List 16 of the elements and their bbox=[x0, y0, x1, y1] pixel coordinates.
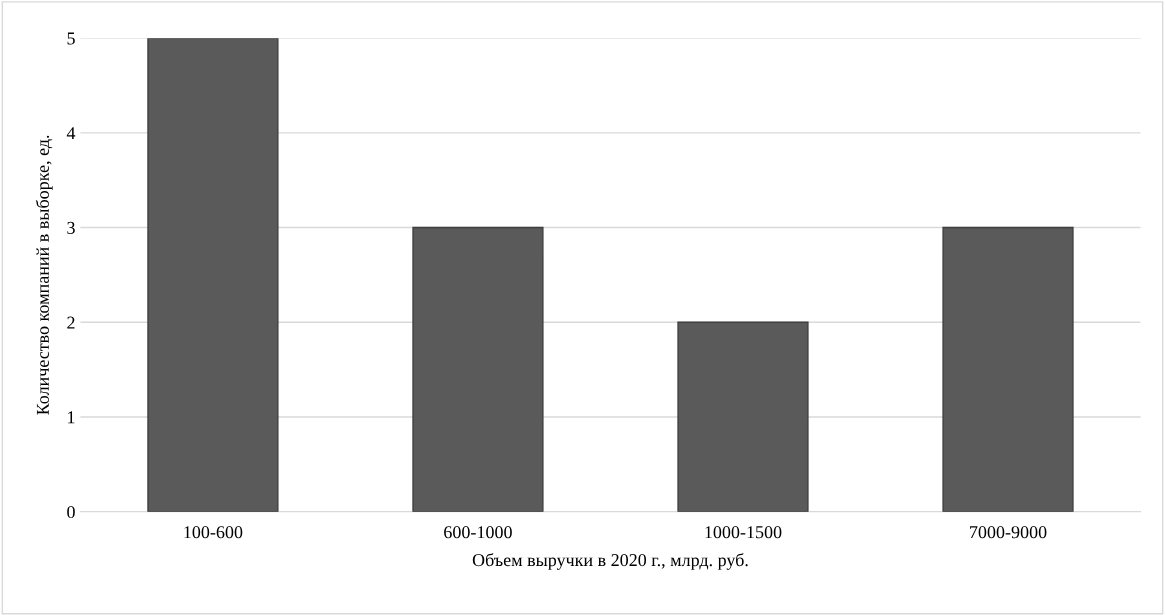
y-tick-label: 3 bbox=[67, 221, 75, 234]
bar bbox=[677, 321, 809, 512]
x-tick-label: 600-1000 bbox=[444, 526, 512, 539]
x-tick-label: 7000-9000 bbox=[970, 526, 1047, 539]
y-tick-label: 1 bbox=[68, 411, 75, 424]
y-tick-label: 0 bbox=[67, 505, 75, 519]
y-axis-title: Количество компаний в выборке, ед. bbox=[35, 135, 53, 415]
bar bbox=[942, 226, 1074, 512]
x-axis-title: Объем выручки в 2020 г., млрд. руб. bbox=[472, 553, 748, 570]
bar bbox=[412, 226, 544, 512]
y-tick-label: 5 bbox=[67, 32, 75, 45]
y-tick-label: 2 bbox=[67, 316, 75, 329]
x-tick-label: 1000-1500 bbox=[705, 526, 782, 539]
x-tick-label: 100-600 bbox=[184, 526, 243, 539]
bar bbox=[147, 38, 279, 512]
y-tick-label: 4 bbox=[66, 127, 76, 140]
